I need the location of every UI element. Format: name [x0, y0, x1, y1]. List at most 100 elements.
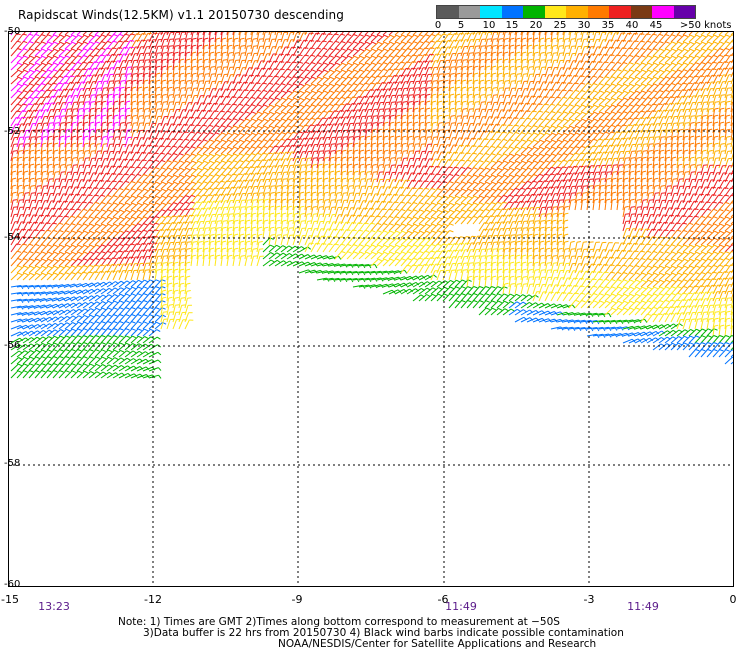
- wind-barb: [562, 118, 571, 127]
- wind-barb-flag: [504, 44, 509, 47]
- wind-barb: [10, 130, 16, 141]
- wind-barb-flag: [355, 129, 360, 131]
- wind-barb: [670, 41, 679, 50]
- wind-barb: [694, 102, 699, 113]
- wind-barb-flag: [180, 167, 185, 171]
- wind-barb-flag: [46, 89, 51, 92]
- wind-barb-flag: [90, 128, 95, 131]
- wind-barb: [604, 118, 613, 127]
- wind-barb-flag: [132, 93, 137, 96]
- wind-barb: [286, 32, 291, 43]
- wind-barb: [34, 116, 40, 127]
- wind-barb-flag: [456, 93, 461, 96]
- wind-barb-flag: [631, 157, 636, 159]
- wind-barb: [628, 55, 636, 64]
- wind-barb: [148, 95, 151, 106]
- wind-barb-flag: [636, 76, 641, 80]
- wind-barb-flag: [378, 48, 383, 52]
- wind-barb-flag: [628, 40, 633, 42]
- wind-barb-flag: [371, 75, 376, 79]
- wind-barb-flag: [264, 111, 269, 115]
- wind-barb-flag: [426, 107, 431, 110]
- wind-barb-flag: [604, 53, 609, 56]
- wind-barb-flag: [605, 90, 611, 94]
- wind-barb: [424, 40, 432, 50]
- wind-barb: [394, 48, 403, 57]
- wind-barb-flag: [132, 86, 137, 89]
- wind-barb-flag: [317, 69, 322, 73]
- wind-barb-flag: [292, 54, 297, 56]
- wind-barb-flag: [521, 132, 526, 135]
- wind-barb: [166, 31, 170, 36]
- wind-barb-flag: [609, 46, 614, 49]
- wind-barb-flag: [552, 44, 557, 47]
- wind-barb-flag: [402, 107, 407, 110]
- wind-barb-flag: [232, 96, 237, 98]
- wind-barb: [658, 41, 667, 50]
- wind-barb-flag: [570, 132, 575, 136]
- wind-barb: [598, 97, 607, 106]
- wind-barb-flag: [169, 45, 174, 47]
- wind-barb: [250, 118, 259, 127]
- wind-barb: [214, 74, 219, 85]
- wind-barb-flag: [205, 73, 210, 75]
- wind-barb: [76, 116, 80, 127]
- wind-barb: [700, 34, 709, 43]
- wind-barb-flag: [114, 129, 119, 131]
- wind-barb: [496, 60, 499, 71]
- wind-barb-flag: [261, 165, 266, 168]
- wind-barb: [94, 123, 97, 134]
- wind-barb-flag: [359, 34, 364, 37]
- wind-barb: [160, 60, 164, 71]
- wind-barb-flag: [384, 149, 389, 152]
- wind-barb-flag: [581, 104, 587, 108]
- wind-barb: [34, 55, 43, 64]
- wind-barb: [394, 41, 403, 50]
- wind-barb-flag: [42, 142, 47, 145]
- wind-barb: [256, 46, 261, 57]
- wind-barb-flag: [433, 73, 438, 75]
- wind-barb-flag: [190, 124, 195, 126]
- wind-barb: [700, 88, 706, 99]
- wind-barb: [706, 130, 709, 141]
- wind-barb-flag: [347, 48, 352, 52]
- wind-barb-flag: [83, 55, 88, 58]
- wind-barb: [598, 68, 606, 78]
- wind-barb-flag: [281, 75, 286, 78]
- wind-barb: [400, 130, 403, 141]
- wind-barb: [718, 130, 721, 141]
- wind-barb: [148, 60, 152, 71]
- wind-barb: [28, 89, 36, 99]
- wind-barb-flag: [690, 142, 695, 145]
- wind-barb: [364, 34, 373, 43]
- legend-swatch-2: [458, 6, 480, 18]
- wind-barb-flag: [202, 124, 208, 127]
- wind-barb: [436, 102, 439, 113]
- wind-barb-flag: [681, 95, 686, 98]
- wind-barb: [478, 95, 482, 106]
- wind-barb: [268, 46, 274, 57]
- wind-barb-flag: [29, 96, 34, 99]
- wind-barb-flag: [168, 58, 173, 61]
- wind-barb: [340, 96, 348, 106]
- wind-barb-flag: [261, 67, 266, 70]
- wind-barb: [682, 48, 691, 57]
- wind-barb: [532, 31, 535, 36]
- wind-barb-flag: [448, 159, 453, 161]
- wind-barb-flag: [491, 160, 496, 163]
- wind-barb: [178, 138, 186, 148]
- wind-barb: [190, 67, 193, 78]
- wind-barb-flag: [328, 33, 333, 36]
- wind-barb-flag: [641, 103, 646, 107]
- wind-barb: [562, 53, 567, 64]
- wind-barb-flag: [208, 110, 213, 112]
- wind-barb: [598, 83, 607, 92]
- wind-barb: [142, 74, 145, 85]
- wind-barb: [712, 102, 716, 113]
- wind-barb: [454, 67, 458, 78]
- wind-barb: [220, 110, 228, 120]
- wind-barb: [688, 34, 697, 43]
- wind-barb-flag: [215, 160, 221, 164]
- wind-barb-flag: [370, 82, 375, 85]
- wind-barb-flag: [162, 79, 167, 82]
